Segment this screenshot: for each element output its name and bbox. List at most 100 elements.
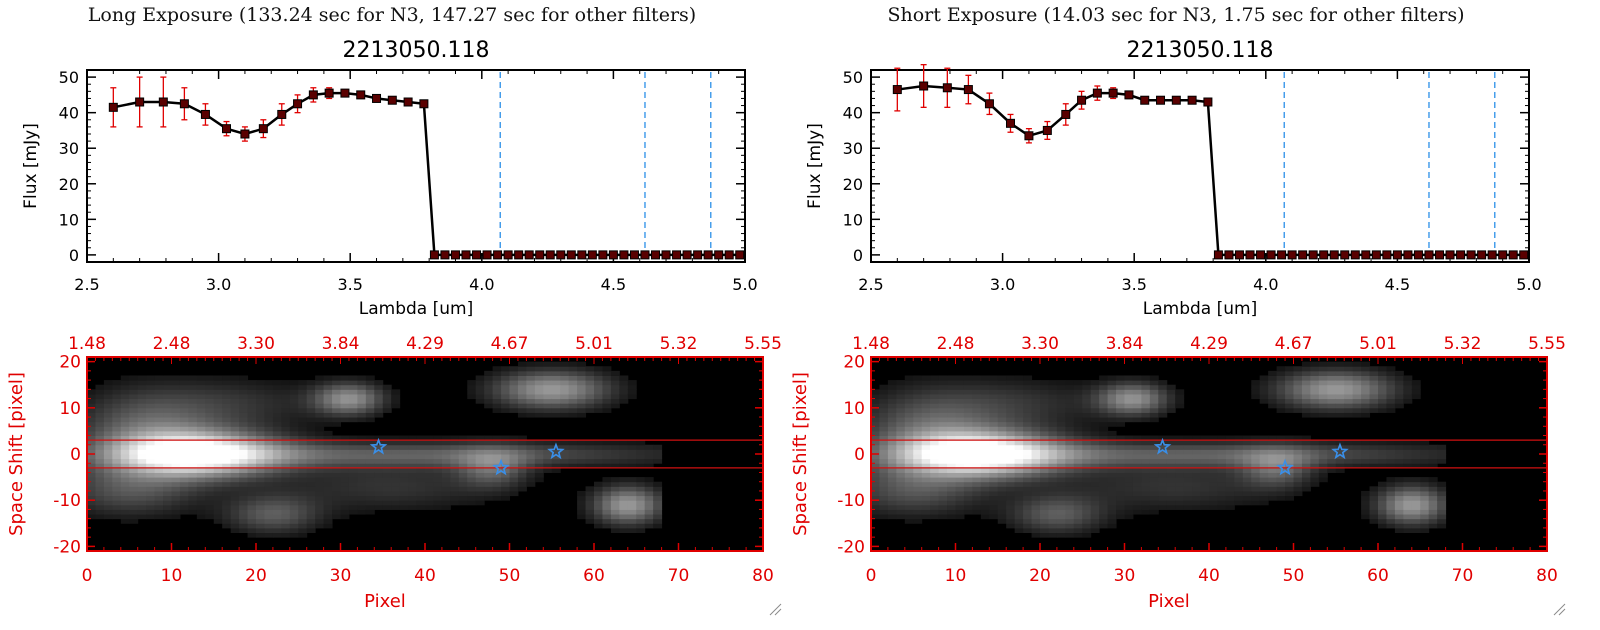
heatmap-cell xyxy=(408,481,418,487)
heatmap-cell xyxy=(947,375,956,381)
heatmap-cell xyxy=(492,490,502,497)
heatmap-cell xyxy=(568,407,578,413)
heatmap-cell xyxy=(1268,481,1278,487)
heatmap-cell xyxy=(1006,472,1016,478)
heatmap-cell xyxy=(450,435,460,441)
heatmap-cell xyxy=(239,417,249,423)
heatmap-cell xyxy=(1141,380,1151,386)
heatmap-cell xyxy=(112,412,122,418)
heatmap-cell xyxy=(938,403,948,409)
heatmap-cell xyxy=(1006,380,1016,386)
heatmap-cell xyxy=(644,518,654,524)
heatmap-cell xyxy=(205,440,215,446)
source-star-marker xyxy=(1153,437,1172,455)
heatmap-cell xyxy=(1386,454,1396,460)
heatmap-cell xyxy=(887,481,897,487)
heatmap-cell xyxy=(619,504,629,510)
heatmap-cell xyxy=(1234,440,1244,446)
heatmap-cell xyxy=(188,490,198,497)
heatmap-cell xyxy=(896,509,906,515)
heatmap-cell xyxy=(585,514,595,520)
heatmap-cell xyxy=(1352,366,1362,372)
heatmap-cell xyxy=(526,389,536,395)
heatmap-cell xyxy=(179,500,189,506)
heatmap-cell xyxy=(188,477,198,483)
data-point xyxy=(1508,250,1518,260)
heatmap-cell xyxy=(1183,490,1193,497)
heatmap-cell xyxy=(408,486,418,492)
heatmap-cell xyxy=(247,458,257,464)
heatmap-cell xyxy=(256,458,265,464)
heatmap-cell xyxy=(264,444,274,450)
heatmap-cell xyxy=(1040,393,1049,400)
heatmap-cell xyxy=(247,426,257,432)
heatmap-cell xyxy=(1217,486,1227,492)
heatmap-cell xyxy=(997,384,1007,390)
heatmap-cell xyxy=(1428,444,1438,450)
heatmap-cell xyxy=(95,407,105,413)
data-point xyxy=(1519,250,1529,260)
data-point xyxy=(556,250,566,260)
heatmap-cell xyxy=(1141,375,1151,381)
heatmap-cell xyxy=(306,380,316,386)
heatmap-cell xyxy=(120,500,130,506)
heatmap-cell xyxy=(120,458,130,464)
heatmap-cell xyxy=(577,384,587,390)
heatmap-cell xyxy=(137,426,147,432)
heatmap-cell xyxy=(129,490,139,497)
heatmap-cell xyxy=(602,486,612,492)
heatmap-cell xyxy=(272,527,282,534)
heatmap-cell xyxy=(1386,490,1396,497)
heatmap-cell xyxy=(357,463,367,469)
heatmap-cell xyxy=(1031,527,1041,534)
heatmap-cell xyxy=(239,490,249,497)
heatmap-cell xyxy=(955,500,965,506)
heatmap-cell xyxy=(1040,403,1049,409)
heatmap-cell xyxy=(938,490,948,497)
heatmap-cell xyxy=(1065,500,1075,506)
heatmap-cell xyxy=(1369,458,1379,464)
x-tick-label: 2.5 xyxy=(858,275,883,294)
heatmap-cell xyxy=(517,477,527,483)
heatmap-cell xyxy=(484,495,494,501)
x-tick-label: 60 xyxy=(583,566,605,586)
heatmap-cell xyxy=(340,472,350,478)
heatmap-cell xyxy=(1259,444,1269,450)
heatmap-cell xyxy=(938,412,948,418)
heatmap-cell xyxy=(1310,384,1320,390)
heatmap-cell xyxy=(989,430,999,437)
heatmap-cell xyxy=(1183,458,1193,464)
heatmap-cell xyxy=(921,477,931,483)
heatmap-cell xyxy=(913,417,923,423)
y-tick-label: -10 xyxy=(53,491,81,511)
heatmap-cell xyxy=(315,449,325,455)
heatmap-cell xyxy=(1107,430,1117,437)
heatmap-cell xyxy=(1301,366,1311,372)
heatmap-cell xyxy=(1014,375,1024,381)
heatmap-cell xyxy=(475,500,485,506)
heatmap-cell xyxy=(543,403,553,409)
heatmap-cell xyxy=(484,380,494,386)
heatmap-cell xyxy=(450,454,460,460)
panel-title: Short Exposure (14.03 sec for N3, 1.75 s… xyxy=(887,4,1465,26)
heatmap-cell xyxy=(1276,490,1286,497)
heatmap-cell xyxy=(188,417,198,423)
heatmap-cell xyxy=(1394,440,1404,446)
heatmap-cell xyxy=(332,477,341,483)
data-point xyxy=(1203,97,1213,107)
heatmap-cell xyxy=(1149,449,1159,455)
heatmap-cell xyxy=(1310,375,1320,381)
heatmap-cell xyxy=(1107,518,1117,524)
heatmap-cell xyxy=(1225,458,1235,464)
heatmap-cell xyxy=(213,495,223,501)
heatmap-cell xyxy=(247,523,257,529)
heatmap-cell xyxy=(1065,403,1075,409)
heatmap-cell xyxy=(146,421,156,427)
heatmap-cell xyxy=(602,523,612,529)
heatmap-cell xyxy=(930,477,940,483)
heatmap-cell xyxy=(1082,467,1092,473)
heatmap-cell xyxy=(1352,463,1362,469)
heatmap-cell xyxy=(408,495,418,501)
heatmap-cell xyxy=(509,384,519,390)
heatmap-cell xyxy=(264,421,274,427)
